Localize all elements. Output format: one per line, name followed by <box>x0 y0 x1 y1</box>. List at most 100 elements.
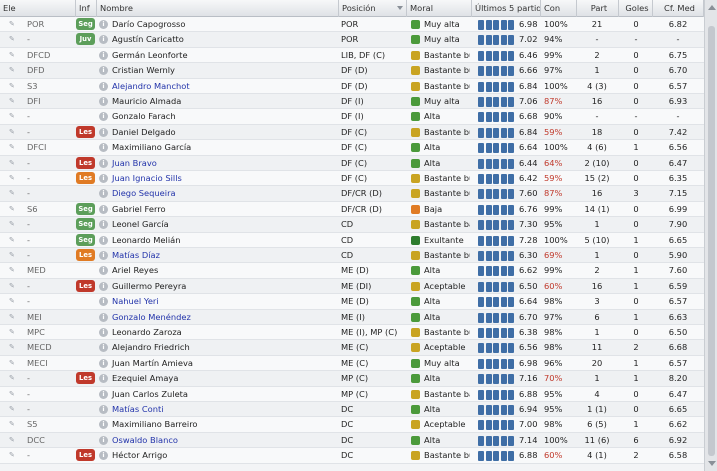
scroll-up-icon[interactable] <box>708 5 716 10</box>
col-inf[interactable]: Inf <box>76 0 97 17</box>
player-name[interactable]: Mauricio Almada <box>112 96 182 106</box>
player-name[interactable]: Ariel Reyes <box>112 265 159 276</box>
pencil-icon[interactable]: ✎ <box>9 220 15 229</box>
pencil-icon[interactable]: ✎ <box>9 127 15 136</box>
info-icon[interactable]: i <box>99 81 108 91</box>
info-icon[interactable]: i <box>99 281 108 291</box>
player-name[interactable]: Juan Ignacio Sills <box>112 173 182 183</box>
player-name[interactable]: Darío Capogrosso <box>112 19 186 29</box>
table-row[interactable]: ✎ MED i Ariel Reyes ME (D) Alta 6.62 99% 2 1 7.60 <box>0 263 704 279</box>
pencil-icon[interactable]: ✎ <box>9 358 15 367</box>
player-name[interactable]: Cristian Wernly <box>112 65 175 76</box>
player-name[interactable]: Leonardo Zaroza <box>112 327 182 337</box>
info-icon[interactable]: i <box>99 127 108 137</box>
pencil-icon[interactable]: ✎ <box>9 20 15 28</box>
player-name[interactable]: Matías Conti <box>112 404 164 414</box>
info-icon[interactable]: i <box>99 435 108 445</box>
info-icon[interactable]: i <box>99 451 108 461</box>
info-icon[interactable]: i <box>99 143 108 153</box>
table-row[interactable]: ✎ S3 i Alejandro Manchot DF (D) Bastante bu..… <box>0 78 704 94</box>
table-row[interactable]: ✎ - i Matías Conti DC Alta 6.94 95% 1 (1) 0 6.65 <box>0 402 704 418</box>
table-row[interactable]: ✎ DFI i Mauricio Almada DF (I) Muy alta 7.06 87… <box>0 94 704 110</box>
info-icon[interactable]: i <box>99 235 108 245</box>
col-ultimos[interactable]: Últimos 5 partidos <box>472 0 541 17</box>
table-row[interactable]: ✎ - Seg i Leonardo Melián CD Exultante 7.28 100%… <box>0 232 704 248</box>
pencil-icon[interactable]: ✎ <box>9 389 15 398</box>
table-row[interactable]: ✎ - Les i Juan Bravo DF (C) Alta 6.44 64% 2 (10) 0… <box>0 155 704 171</box>
status-badge[interactable]: Les <box>76 449 95 462</box>
status-badge[interactable]: Les <box>76 279 95 292</box>
info-icon[interactable]: i <box>99 112 108 122</box>
table-row[interactable]: ✎ MECD i Alejandro Friedrich ME (C) Aceptable… <box>0 340 704 356</box>
table-row[interactable]: ✎ - Les i Juan Ignacio Sills DF (C) Bastante b… <box>0 171 704 187</box>
col-cfmed[interactable]: Cf. Med <box>653 0 704 17</box>
pencil-icon[interactable]: ✎ <box>9 266 15 275</box>
pencil-icon[interactable]: ✎ <box>9 174 15 182</box>
pencil-icon[interactable]: ✎ <box>9 143 15 152</box>
pencil-icon[interactable]: ✎ <box>9 420 15 429</box>
player-name[interactable]: Juan Bravo <box>112 157 157 168</box>
player-name[interactable]: Agustín Caricatto <box>112 34 184 45</box>
info-icon[interactable]: i <box>99 328 108 337</box>
info-icon[interactable]: i <box>99 297 108 307</box>
pencil-icon[interactable]: ✎ <box>9 281 15 290</box>
info-icon[interactable]: i <box>99 343 108 353</box>
info-icon[interactable]: i <box>99 220 108 230</box>
info-icon[interactable]: i <box>99 266 108 276</box>
col-con[interactable]: Con <box>541 0 577 17</box>
pencil-icon[interactable]: ✎ <box>9 97 15 105</box>
player-name[interactable]: Ezequiel Amaya <box>112 373 179 384</box>
pencil-icon[interactable]: ✎ <box>9 50 15 59</box>
status-badge[interactable]: Les <box>76 172 95 184</box>
player-name[interactable]: Juan Martín Amieva <box>112 357 193 368</box>
player-name[interactable]: Guillermo Pereyra <box>112 280 187 291</box>
info-icon[interactable]: i <box>99 405 108 414</box>
pencil-icon[interactable]: ✎ <box>9 312 15 321</box>
player-name[interactable]: Oswaldo Blanco <box>112 434 178 445</box>
table-row[interactable]: ✎ MPC i Leonardo Zaroza ME (I), MP (C) Bastan… <box>0 325 704 341</box>
pencil-icon[interactable]: ✎ <box>9 81 15 90</box>
col-ele[interactable]: Ele <box>0 0 76 17</box>
player-name[interactable]: Gabriel Ferro <box>112 203 166 214</box>
info-icon[interactable]: i <box>99 35 108 45</box>
pencil-icon[interactable]: ✎ <box>9 189 15 198</box>
info-icon[interactable]: i <box>99 66 108 76</box>
table-row[interactable]: ✎ S6 Seg i Gabriel Ferro DF/CR (D) Baja 6.76 99%… <box>0 201 704 218</box>
player-name[interactable]: Nahuel Yeri <box>112 296 159 307</box>
player-name[interactable]: Leonardo Melián <box>112 234 181 245</box>
pencil-icon[interactable]: ✎ <box>9 112 15 121</box>
info-icon[interactable]: i <box>99 158 108 168</box>
scroll-thumb[interactable] <box>708 26 715 456</box>
col-goles[interactable]: Goles <box>619 0 653 17</box>
info-icon[interactable]: i <box>99 251 108 260</box>
pencil-icon[interactable]: ✎ <box>9 328 15 336</box>
vertical-scrollbar[interactable] <box>704 0 717 471</box>
player-name[interactable]: Diego Sequeira <box>112 188 176 199</box>
table-row[interactable]: ✎ - i Nahuel Yeri ME (D) Alta 6.64 98% 3 0 6.57 <box>0 294 704 310</box>
info-icon[interactable]: i <box>99 312 108 322</box>
pencil-icon[interactable]: ✎ <box>9 435 15 444</box>
player-name[interactable]: Maximiliano Barreiro <box>112 419 198 430</box>
col-part[interactable]: Part <box>577 0 619 17</box>
table-row[interactable]: ✎ - Les i Ezequiel Amaya MP (C) Alta 7.16 70% 1 1 8… <box>0 371 704 387</box>
player-name[interactable]: Gonzalo Menéndez <box>112 311 191 322</box>
pencil-icon[interactable]: ✎ <box>9 451 15 460</box>
status-badge[interactable]: Seg <box>76 218 95 231</box>
table-row[interactable]: ✎ S5 i Maximiliano Barreiro DC Aceptable 7.00 9… <box>0 417 704 433</box>
status-badge[interactable]: Les <box>76 372 95 385</box>
player-name[interactable]: Juan Carlos Zuleta <box>112 388 189 399</box>
status-badge[interactable]: Juv <box>76 33 95 46</box>
pencil-icon[interactable]: ✎ <box>9 405 15 413</box>
table-row[interactable]: ✎ MEI i Gonzalo Menéndez ME (I) Alta 6.70 97% 6 1… <box>0 309 704 325</box>
status-badge[interactable]: Les <box>76 125 95 138</box>
pencil-icon[interactable]: ✎ <box>9 235 15 244</box>
table-row[interactable]: ✎ DFD i Cristian Wernly DF (D) Bastante bu...… <box>0 63 704 79</box>
pencil-icon[interactable]: ✎ <box>9 297 15 306</box>
table-row[interactable]: ✎ MECI i Juan Martín Amieva ME (C) Muy alta 6.… <box>0 355 704 372</box>
table-row[interactable]: ✎ - Juv i Agustín Caricatto POR Muy alta 7.02 94… <box>0 32 704 48</box>
